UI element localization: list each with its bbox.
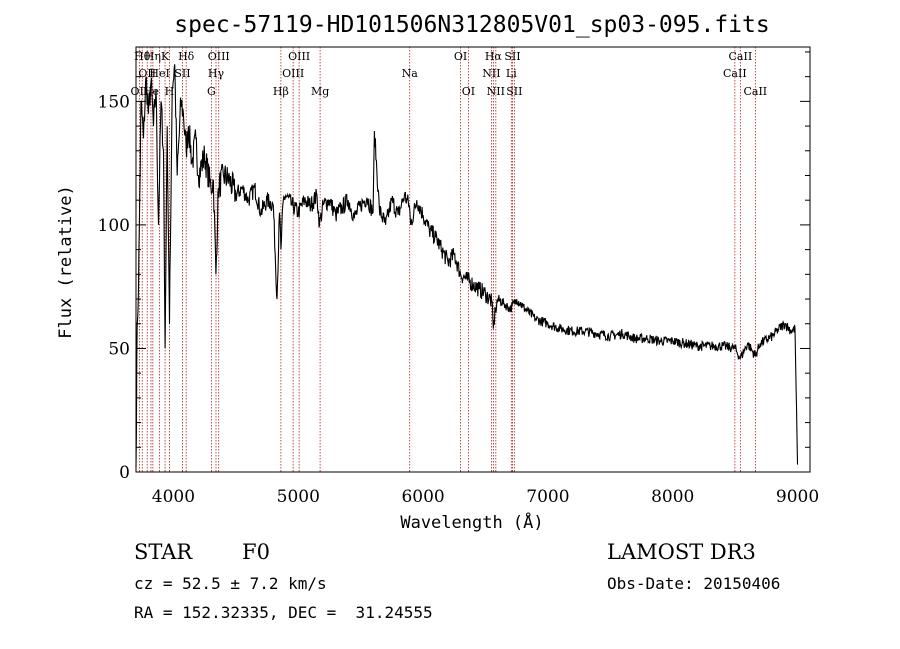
line-marker-label: H — [165, 85, 175, 98]
coordinates-text: RA = 152.32335, DEC = 31.24555 — [134, 603, 433, 622]
survey-name: LAMOST DR3 — [607, 540, 756, 564]
x-tick-label: 8000 — [651, 487, 694, 507]
line-marker-label: Hδ — [178, 50, 195, 63]
spectrum-line — [135, 64, 799, 468]
line-marker-label: CaII — [723, 67, 747, 80]
line-marker-label: NII — [487, 85, 505, 98]
y-tick-label: 0 — [119, 463, 130, 483]
line-marker-label: Hθ — [134, 50, 151, 63]
line-marker-label: G — [207, 85, 216, 98]
x-axis-label: Wavelength (Å) — [400, 511, 543, 533]
object-class: STAR — [134, 540, 193, 564]
line-marker-label: OI — [462, 85, 475, 98]
line-marker-label: HeI — [149, 67, 169, 80]
x-tick-label: 9000 — [776, 487, 819, 507]
object-subclass: F0 — [242, 540, 270, 564]
line-marker-label: Hγ — [208, 67, 225, 80]
line-marker-label: Na — [402, 67, 419, 80]
y-axis-label: Flux (relative) — [56, 185, 76, 339]
line-marker-label: Hη — [145, 50, 161, 63]
obs-date-text: Obs-Date: 20150406 — [607, 574, 781, 593]
line-marker-label: SII — [504, 50, 520, 63]
line-marker-label: K — [161, 50, 170, 63]
line-marker-label: SII — [506, 85, 522, 98]
x-tick-label: 7000 — [526, 487, 569, 507]
line-marker-label: SII — [174, 67, 190, 80]
line-marker-label: OII — [138, 67, 156, 80]
line-marker-label: CaII — [729, 50, 753, 63]
line-marker-label: CaII — [743, 85, 767, 98]
x-tick-label: 5000 — [277, 487, 320, 507]
y-tick-label: 50 — [108, 339, 130, 359]
line-marker-label: OII — [131, 85, 149, 98]
line-marker-label: OIII — [288, 50, 310, 63]
line-marker-label: Hα — [485, 50, 503, 63]
line-marker-label: Hβ — [273, 85, 289, 98]
x-tick-label: 6000 — [401, 487, 444, 507]
y-tick-label: 150 — [98, 92, 130, 112]
line-marker-label: Mg — [311, 85, 329, 98]
line-marker-label: OIII — [282, 67, 304, 80]
line-marker-label: Li — [506, 67, 517, 80]
x-tick-label: 4000 — [152, 487, 195, 507]
axis-tick-labels: 4000 5000 6000 7000 8000 9000 0 50 100 150 — [98, 92, 820, 507]
line-marker-label: OI — [454, 50, 467, 63]
y-tick-label: 100 — [98, 216, 130, 236]
redshift-text: cz = 52.5 ± 7.2 km/s — [134, 574, 327, 593]
plot-frame — [135, 46, 811, 473]
axis-ticks — [136, 51, 810, 473]
line-marker-label: OIII — [208, 50, 230, 63]
line-marker-group — [138, 47, 756, 472]
line-label-group: OIIHθOIIHeHηHeIKHSIIHδGHγOIIIHβOIIIOIIIM… — [131, 50, 768, 98]
line-marker-label: NII — [482, 67, 500, 80]
chart-title: spec-57119-HD101506N312805V01_sp03-095.f… — [174, 12, 769, 38]
